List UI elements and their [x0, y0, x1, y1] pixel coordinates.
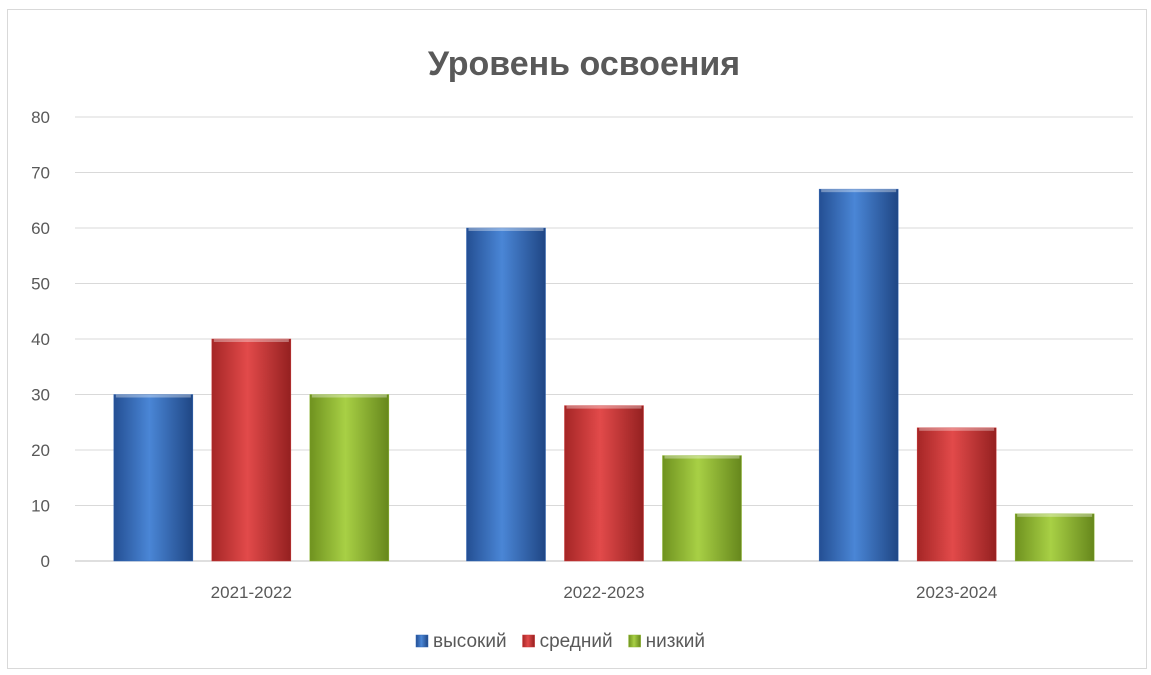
bar-highlight [213, 339, 289, 342]
bar-средний [916, 427, 997, 562]
legend-label-высокий: высокий [433, 631, 507, 652]
bar-highlight [468, 228, 544, 231]
y-tick-label: 50 [31, 275, 50, 294]
bar-средний [564, 405, 644, 562]
bars [113, 188, 1095, 562]
y-axis-ticks: 0 10 20 30 40 50 60 70 80 [31, 108, 50, 571]
x-tick-label: 2021-2022 [211, 583, 292, 602]
bar-highlight [311, 394, 387, 398]
bar-highlight [1017, 513, 1093, 517]
y-tick-label: 0 [41, 552, 50, 571]
bar-высокий [466, 227, 546, 562]
legend-swatch-низкий [628, 634, 641, 648]
y-tick-label: 10 [31, 497, 50, 516]
bar-высокий [818, 188, 899, 562]
y-tick-label: 70 [31, 164, 50, 183]
legend-swatch-высокий [415, 634, 429, 648]
bar-низкий [1014, 513, 1095, 562]
bar-highlight [115, 394, 191, 398]
bar-highlight [919, 427, 995, 431]
bar-highlight [566, 405, 642, 409]
bar-низкий [309, 394, 390, 562]
legend-label-средний: средний [540, 631, 613, 652]
bar-highlight [664, 455, 740, 459]
legend-label-низкий: низкий [646, 631, 705, 652]
y-tick-label: 20 [31, 441, 50, 460]
bar-средний [211, 338, 292, 562]
x-tick-label: 2023-2024 [916, 583, 997, 602]
x-tick-label: 2022-2023 [563, 583, 644, 602]
y-tick-label: 30 [31, 386, 50, 405]
y-tick-label: 40 [31, 330, 50, 349]
bar-highlight [821, 189, 897, 193]
y-tick-label: 60 [31, 219, 50, 238]
y-tick-label: 80 [31, 108, 50, 127]
x-axis-ticks: 2021-2022 2022-2023 2023-2024 [211, 583, 998, 602]
legend: высокий средний низкий [415, 631, 705, 652]
bar-низкий [662, 455, 742, 562]
legend-swatch-средний [522, 634, 535, 648]
bar-высокий [113, 394, 194, 562]
chart-title: Уровень освоения [428, 45, 740, 83]
